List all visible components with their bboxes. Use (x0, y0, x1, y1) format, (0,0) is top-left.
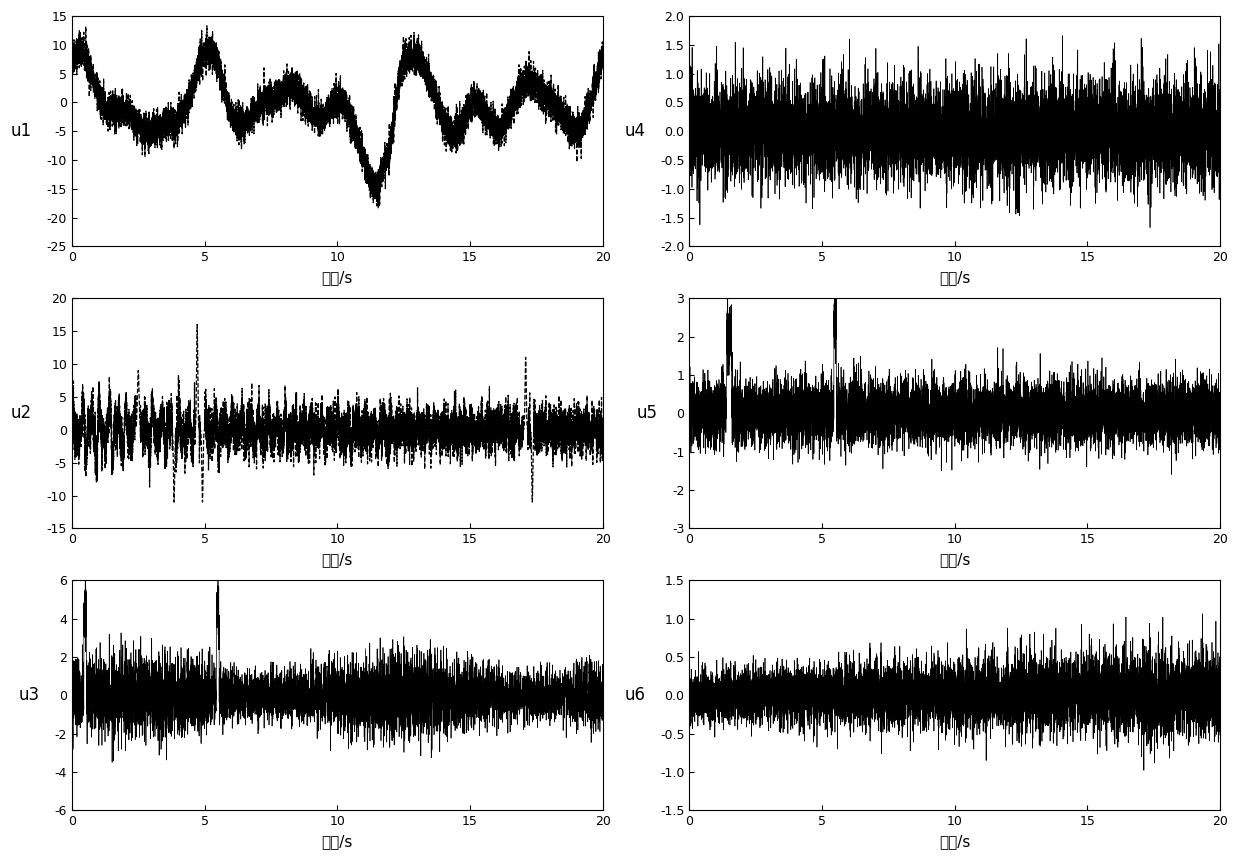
Y-axis label: u5: u5 (637, 404, 658, 422)
Y-axis label: u3: u3 (19, 686, 40, 704)
X-axis label: 时间/s: 时间/s (322, 834, 353, 849)
X-axis label: 时间/s: 时间/s (939, 270, 970, 285)
Y-axis label: u2: u2 (11, 404, 32, 422)
X-axis label: 时间/s: 时间/s (939, 552, 970, 567)
X-axis label: 时间/s: 时间/s (939, 834, 970, 849)
X-axis label: 时间/s: 时间/s (322, 552, 353, 567)
Y-axis label: u4: u4 (624, 122, 646, 140)
Y-axis label: u6: u6 (624, 686, 646, 704)
X-axis label: 时间/s: 时间/s (322, 270, 353, 285)
Y-axis label: u1: u1 (11, 122, 32, 140)
